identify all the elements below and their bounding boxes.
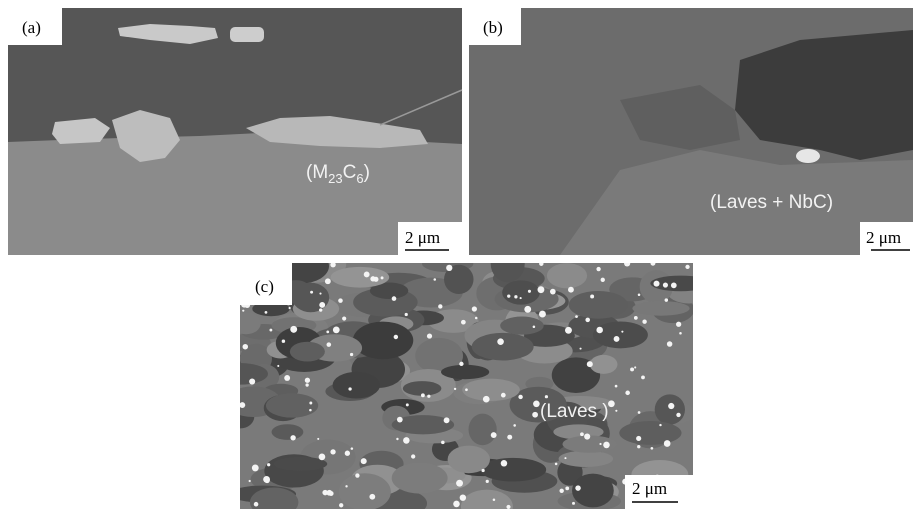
annotation-subscript: 23 xyxy=(328,171,342,186)
annotation: (Laves ) xyxy=(540,401,609,422)
panel-label: (a) xyxy=(22,18,41,37)
annotation-subscript: 6 xyxy=(356,171,363,186)
panel-b xyxy=(469,8,913,255)
annotation: (Laves + NbC) xyxy=(710,192,833,213)
panel-a xyxy=(8,8,462,255)
panel-label: (c) xyxy=(255,277,274,296)
scale-label: 2 μm xyxy=(866,228,901,247)
scale-label: 2 μm xyxy=(632,479,667,498)
panel-label: (b) xyxy=(483,18,503,37)
annotation-part: (M xyxy=(306,162,328,183)
figure: (a) (b) (c) (M23C6) (Laves + NbC) (Laves… xyxy=(0,0,915,511)
annotation-part: ) xyxy=(364,162,370,183)
annotation-part: C xyxy=(343,162,357,183)
scale-label: 2 μm xyxy=(405,228,440,247)
